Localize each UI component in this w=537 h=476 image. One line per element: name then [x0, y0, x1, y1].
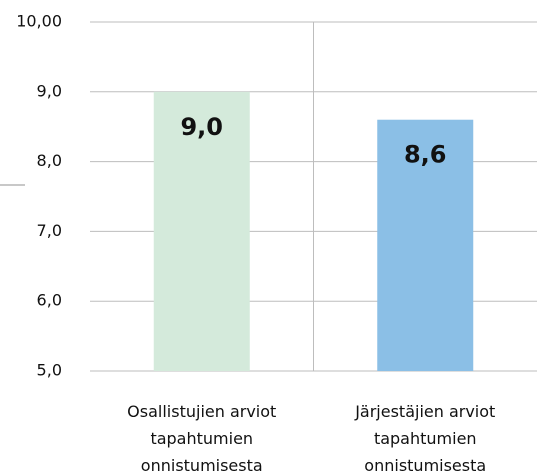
y-tick-label: 9,0 — [37, 81, 62, 100]
y-tick-label: 5,0 — [37, 361, 62, 380]
bar — [377, 119, 474, 371]
x-tick-label: Järjestäjien arviot tapahtumien onnistum… — [355, 402, 496, 475]
y-tick-label: 10,00 — [16, 12, 62, 31]
y-tick-label: 7,0 — [37, 221, 62, 240]
y-tick-label: 8,0 — [37, 151, 62, 170]
value-label: 8,6 — [404, 141, 447, 169]
y-tick-label: 6,0 — [37, 291, 62, 310]
x-tick-label: Osallistujien arviot tapahtumien onnistu… — [127, 402, 277, 475]
bar — [153, 91, 250, 372]
value-label: 9,0 — [180, 113, 223, 141]
